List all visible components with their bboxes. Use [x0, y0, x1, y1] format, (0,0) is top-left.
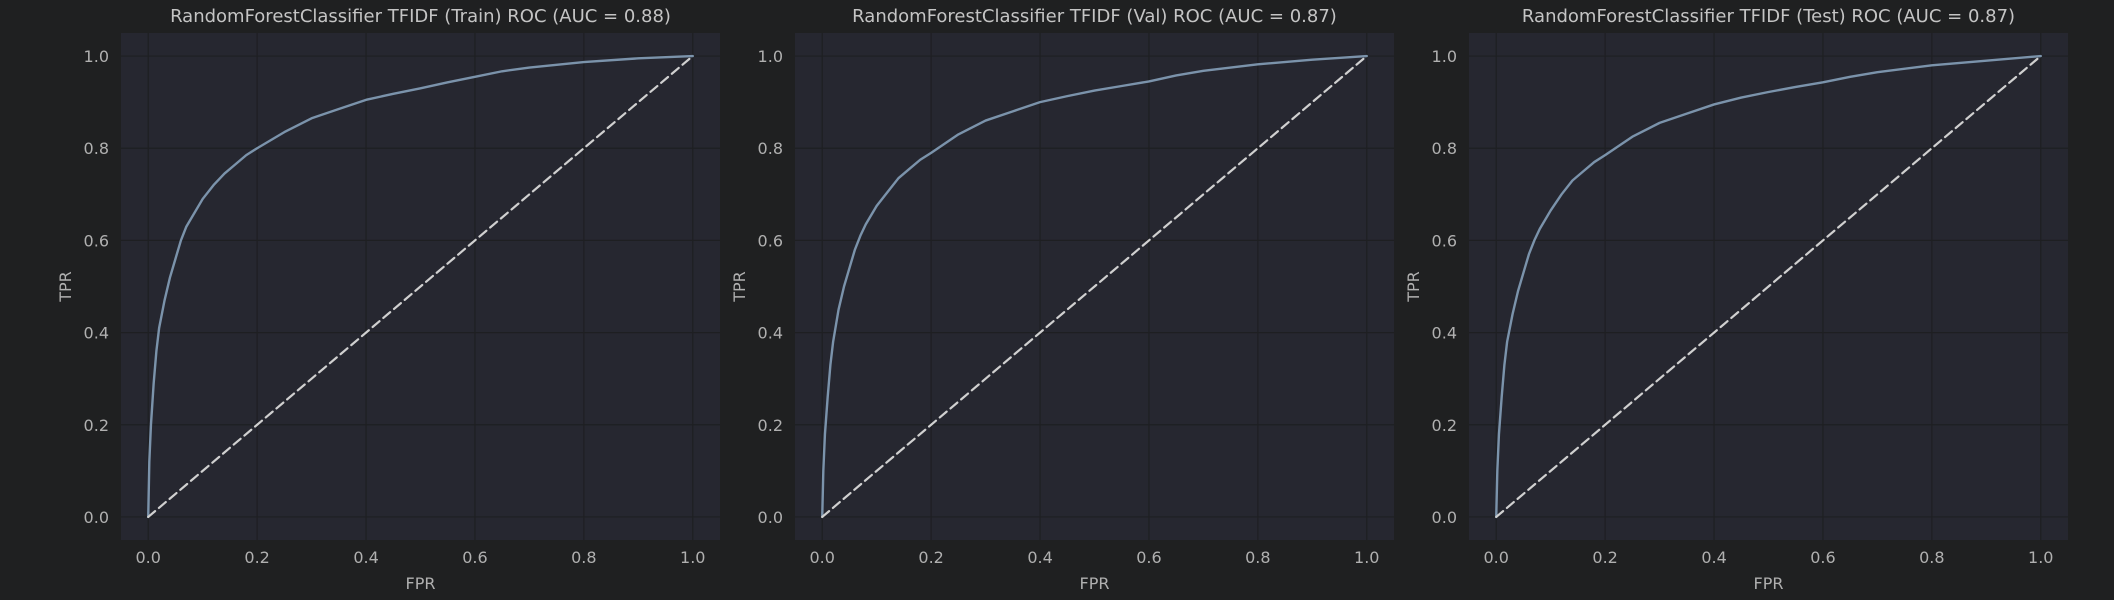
y-tick-label: 0.6: [758, 231, 783, 250]
roc-curve-line: [821, 54, 1368, 519]
y-tick-label: 0.8: [1432, 139, 1457, 158]
y-tick-label: 0.8: [758, 139, 783, 158]
x-tick-label: 0.0: [136, 548, 161, 567]
x-tick-label: 0.4: [1027, 548, 1052, 567]
x-axis-label: FPR: [406, 574, 436, 593]
x-tick-label: 0.6: [1136, 548, 1161, 567]
x-tick-label: 0.0: [1484, 548, 1509, 567]
y-tick-label: 1.0: [758, 47, 783, 66]
y-axis-label: TPR: [1404, 271, 1423, 303]
roc-panel-3: 0.0 0.2 0.4 0.6 0.8 1.0 0.0 0.2 0.4 0.6 0.8 1.0 Rand…: [1404, 6, 2068, 593]
y-tick-label: 1.0: [1432, 47, 1457, 66]
y-tick-label: 0.4: [84, 324, 109, 343]
x-tick-label: 0.4: [1701, 548, 1726, 567]
y-tick-label: 0.6: [84, 231, 109, 250]
y-tick-label: 0.4: [758, 324, 783, 343]
y-tick-label: 1.0: [84, 47, 109, 66]
x-axis-label: FPR: [1754, 574, 1784, 593]
roc-panel-2: 0.0 0.2 0.4 0.6 0.8 1.0 0.0 0.2 0.4 0.6 0.8 1.0 Rand…: [730, 6, 1394, 593]
x-tick-label: 0.4: [353, 548, 378, 567]
x-tick-label: 0.8: [571, 548, 596, 567]
x-tick-label: 0.2: [1592, 548, 1617, 567]
y-tick-label: 0.2: [84, 416, 109, 435]
y-tick-label: 0.4: [1432, 324, 1457, 343]
x-tick-label: 1.0: [2028, 548, 2053, 567]
y-axis-label: TPR: [56, 271, 75, 303]
chance-diagonal-line: [147, 54, 694, 519]
x-tick-label: 0.2: [918, 548, 943, 567]
y-tick-label: 0.0: [1432, 508, 1457, 527]
x-tick-label: 1.0: [1354, 548, 1379, 567]
chart-title: RandomForestClassifier TFIDF (Train) ROC…: [170, 6, 671, 27]
x-tick-label: 0.2: [244, 548, 269, 567]
y-tick-label: 0.6: [1432, 231, 1457, 250]
chance-diagonal-line: [1495, 54, 2042, 519]
y-tick-label: 0.2: [1432, 416, 1457, 435]
roc-panel-1: 0.0 0.2 0.4 0.6 0.8 1.0 0.0 0.2 0.4 0.6 0.8 1.0 Rand…: [56, 6, 720, 593]
y-axis-label: TPR: [730, 271, 749, 303]
chance-diagonal-line: [821, 54, 1368, 519]
chart-title: RandomForestClassifier TFIDF (Test) ROC …: [1522, 6, 2015, 27]
x-tick-label: 0.0: [810, 548, 835, 567]
roc-panels: 0.0 0.2 0.4 0.6 0.8 1.0 0.0 0.2 0.4 0.6 0.8 1.0 Rand…: [56, 6, 2068, 593]
x-tick-label: 0.6: [1810, 548, 1835, 567]
x-tick-label: 0.6: [462, 548, 487, 567]
x-tick-label: 1.0: [680, 548, 705, 567]
y-tick-label: 0.2: [758, 416, 783, 435]
roc-curve-line: [1495, 54, 2042, 519]
x-tick-label: 0.8: [1919, 548, 1944, 567]
chart-title: RandomForestClassifier TFIDF (Val) ROC (…: [852, 6, 1337, 27]
y-tick-label: 0.0: [84, 508, 109, 527]
roc-curve-line: [147, 54, 694, 519]
x-axis-label: FPR: [1080, 574, 1110, 593]
x-tick-label: 0.8: [1245, 548, 1270, 567]
y-tick-label: 0.0: [758, 508, 783, 527]
y-tick-label: 0.8: [84, 139, 109, 158]
